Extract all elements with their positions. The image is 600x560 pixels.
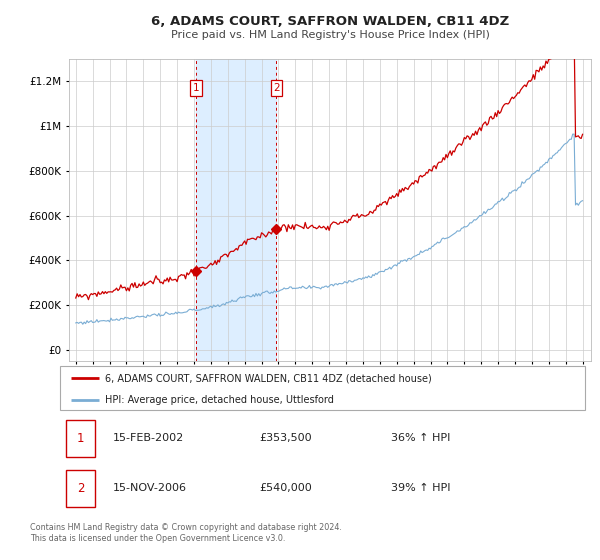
Text: HPI: Average price, detached house, Uttlesford: HPI: Average price, detached house, Uttl…	[104, 395, 334, 405]
FancyBboxPatch shape	[66, 420, 95, 457]
Text: 6, ADAMS COURT, SAFFRON WALDEN, CB11 4DZ (detached house): 6, ADAMS COURT, SAFFRON WALDEN, CB11 4DZ…	[104, 374, 431, 384]
Text: Contains HM Land Registry data © Crown copyright and database right 2024.: Contains HM Land Registry data © Crown c…	[30, 523, 342, 532]
Text: 1: 1	[193, 83, 199, 93]
Text: 15-NOV-2006: 15-NOV-2006	[113, 483, 187, 493]
Text: 39% ↑ HPI: 39% ↑ HPI	[391, 483, 450, 493]
Text: 2: 2	[77, 482, 85, 494]
Text: 1: 1	[77, 432, 85, 445]
FancyBboxPatch shape	[66, 470, 95, 507]
Text: 2: 2	[273, 83, 280, 93]
Text: Price paid vs. HM Land Registry's House Price Index (HPI): Price paid vs. HM Land Registry's House …	[170, 30, 490, 40]
Text: £353,500: £353,500	[260, 433, 312, 444]
Bar	[196, 59, 277, 361]
Text: This data is licensed under the Open Government Licence v3.0.: This data is licensed under the Open Gov…	[30, 534, 286, 543]
Text: 36% ↑ HPI: 36% ↑ HPI	[391, 433, 450, 444]
Text: 6, ADAMS COURT, SAFFRON WALDEN, CB11 4DZ: 6, ADAMS COURT, SAFFRON WALDEN, CB11 4DZ	[151, 15, 509, 28]
Text: 15-FEB-2002: 15-FEB-2002	[113, 433, 184, 444]
Text: £540,000: £540,000	[260, 483, 312, 493]
